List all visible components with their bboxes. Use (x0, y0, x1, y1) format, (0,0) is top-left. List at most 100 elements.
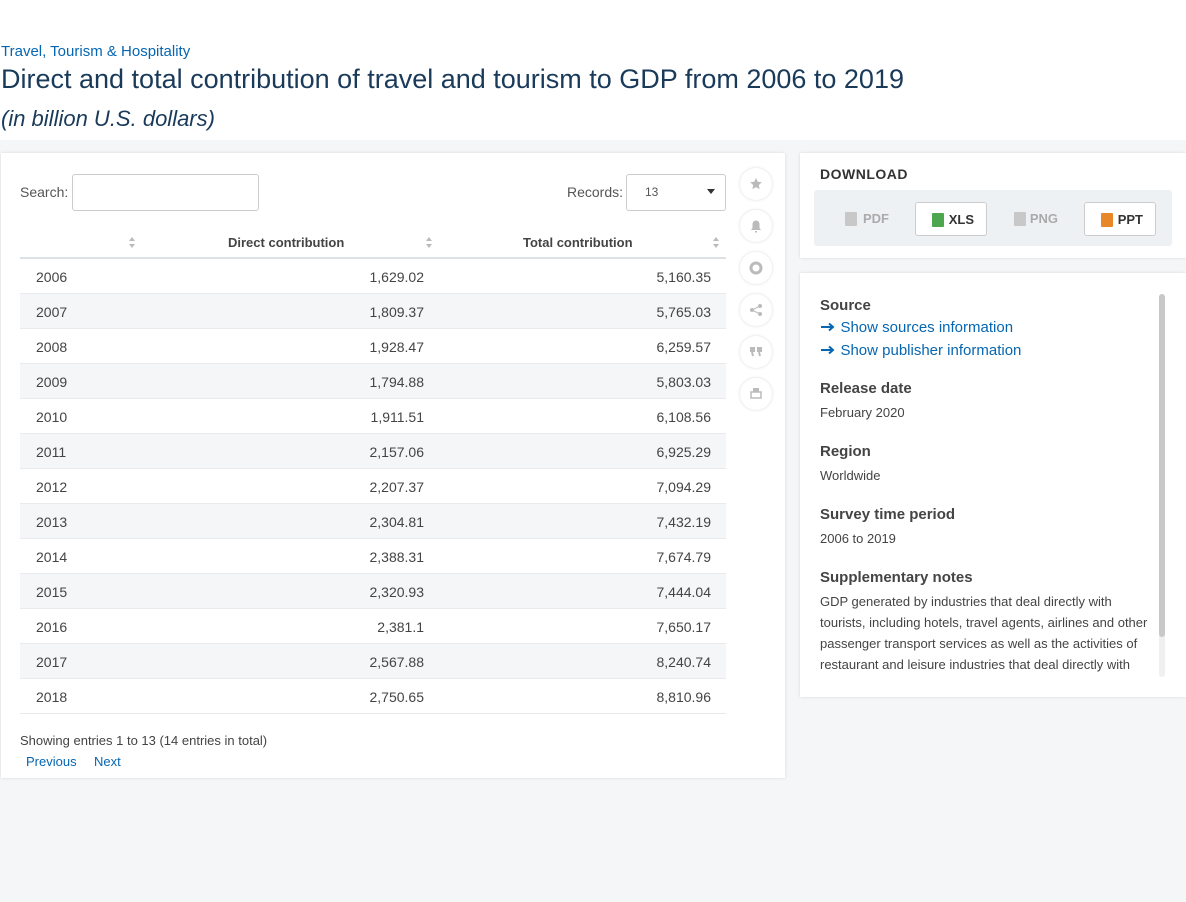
search-input[interactable] (72, 174, 259, 211)
download-button[interactable]: PPT (1084, 202, 1156, 236)
direct-cell: 2,567.88 (369, 654, 425, 670)
sort-icons (129, 237, 719, 248)
table-row: 2012 2,207.37 7,094.29 (20, 469, 726, 504)
direct-cell: 2,381.1 (377, 619, 424, 635)
total-cell: 5,160.35 (656, 269, 712, 285)
section-title: Region (820, 443, 871, 460)
total-cell: 7,444.04 (656, 584, 712, 600)
year-cell: 2018 (36, 689, 68, 705)
dropdown-caret (707, 189, 715, 194)
breadcrumb[interactable]: Travel, Tourism & Hospitality (1, 43, 191, 60)
year-cell: 2007 (36, 304, 68, 320)
year-cell: 2006 (36, 269, 68, 285)
table-info: Showing entries 1 to 13 (14 entries in t… (20, 733, 268, 748)
file-icon (845, 212, 857, 226)
button-label: PPT (1117, 212, 1143, 227)
arrow-icon (821, 345, 835, 355)
source-title: Source (820, 297, 871, 314)
file-icon (1014, 212, 1026, 226)
cite-button[interactable] (740, 336, 772, 368)
direct-cell: 2,388.31 (369, 549, 425, 565)
section-title: Survey time period (820, 506, 956, 523)
download-button[interactable]: XLS (915, 202, 987, 236)
info-content: Source Show sources information Show pub… (820, 294, 1150, 678)
total-cell: 5,803.03 (656, 374, 712, 390)
search-label: Search: (20, 184, 69, 200)
print-button[interactable] (740, 378, 772, 410)
settings-button[interactable] (740, 252, 772, 284)
total-cell: 7,094.29 (656, 479, 712, 495)
table-row: 2016 2,381.1 7,650.17 (20, 609, 726, 644)
file-icon (1101, 213, 1113, 227)
previous-link[interactable]: Previous (26, 754, 77, 769)
total-cell: 6,108.56 (656, 409, 712, 425)
direct-cell: 2,157.06 (369, 444, 425, 460)
section-text: Worldwide (820, 468, 881, 483)
table-row: 2017 2,567.88 8,240.74 (20, 644, 726, 679)
column-header[interactable]: Direct contribution (228, 235, 345, 250)
direct-cell: 2,750.65 (369, 689, 425, 705)
direct-cell: 1,911.51 (370, 409, 424, 425)
column-header[interactable]: Total contribution (523, 235, 633, 250)
title: Direct and total contribution of travel … (1, 64, 904, 94)
section-title: Release date (820, 380, 912, 397)
year-cell: 2017 (36, 654, 68, 670)
year-cell: 2011 (36, 444, 67, 460)
download-button[interactable]: PDF (829, 202, 901, 236)
download-button[interactable]: PNG (998, 202, 1070, 236)
table-row: 2007 1,809.37 5,765.03 (20, 294, 726, 329)
year-cell: 2013 (36, 514, 68, 530)
direct-cell: 1,809.37 (369, 304, 425, 320)
table-row: 2006 1,629.02 5,160.35 (20, 259, 726, 294)
total-cell: 5,765.03 (656, 304, 712, 320)
total-cell: 8,240.74 (656, 654, 712, 670)
table-row: 2013 2,304.81 7,432.19 (20, 504, 726, 539)
direct-cell: 1,928.47 (369, 339, 425, 355)
file-icon (932, 213, 944, 227)
total-cell: 7,432.19 (656, 514, 712, 530)
total-cell: 6,259.57 (656, 339, 712, 355)
total-cell: 7,650.17 (656, 619, 712, 635)
direct-cell: 2,207.37 (369, 479, 425, 495)
button-label: PNG (1029, 211, 1058, 226)
table-row: 2008 1,928.47 6,259.57 (20, 329, 726, 364)
arrow-icon (821, 322, 835, 332)
table-head (20, 227, 726, 259)
direct-cell: 2,320.93 (369, 584, 425, 600)
share-button[interactable] (740, 294, 772, 326)
next-link[interactable]: Next (94, 754, 121, 769)
year-cell: 2010 (36, 409, 68, 425)
table-row: 2018 2,750.65 8,810.96 (20, 679, 726, 714)
scroll-track (1159, 294, 1165, 677)
favorite-button[interactable] (740, 168, 772, 200)
direct-cell: 1,629.02 (369, 269, 425, 285)
direct-cell: 1,794.88 (369, 374, 425, 390)
alert-button[interactable] (740, 210, 772, 242)
year-cell: 2016 (36, 619, 68, 635)
total-cell: 6,925.29 (656, 444, 712, 460)
scroll-thumb[interactable] (1159, 294, 1165, 637)
table-row: 2011 2,157.06 6,925.29 (20, 434, 726, 469)
table-row: 2010 1,911.51 6,108.56 (20, 399, 726, 434)
info-card (800, 273, 1186, 697)
records-select[interactable]: 13 (626, 174, 726, 211)
download-title: DOWNLOAD (820, 166, 908, 182)
section-title: Supplementary notes (820, 569, 973, 586)
section-text: GDP generated by industries that deal di… (820, 594, 1148, 672)
source-link[interactable]: Show sources information (840, 319, 1014, 336)
table-row: 2009 1,794.88 5,803.03 (20, 364, 726, 399)
total-cell: 8,810.96 (656, 689, 712, 705)
table-row: 2014 2,388.31 7,674.79 (20, 539, 726, 574)
button-label: PDF (863, 211, 889, 226)
year-cell: 2008 (36, 339, 68, 355)
subtitle: (in billion U.S. dollars) (1, 106, 215, 131)
year-cell: 2012 (36, 479, 68, 495)
year-cell: 2015 (36, 584, 68, 600)
direct-cell: 2,304.81 (369, 514, 425, 530)
header-area (0, 0, 1186, 140)
table-row: 2015 2,320.93 7,444.04 (20, 574, 726, 609)
year-cell: 2009 (36, 374, 68, 390)
year-cell: 2014 (36, 549, 68, 565)
publisher-link[interactable]: Show publisher information (840, 342, 1022, 359)
